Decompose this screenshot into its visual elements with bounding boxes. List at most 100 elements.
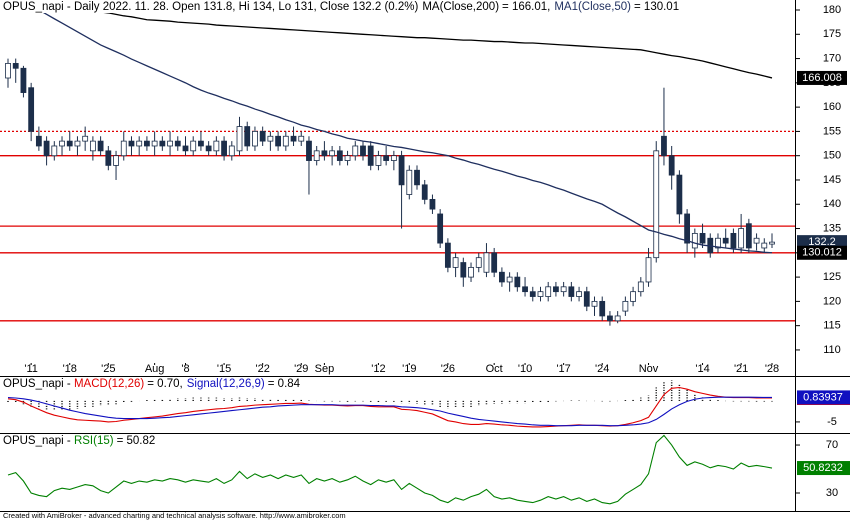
candle-body [66, 140, 73, 147]
legend-value: = 50.82 [117, 435, 156, 447]
x-tick-label: '19 [402, 363, 416, 375]
candle-body [722, 237, 729, 244]
moving-average-line [21, 0, 773, 254]
y-tick-label: 170 [823, 52, 841, 64]
candle-body [452, 257, 459, 268]
candle-body [676, 174, 683, 215]
legend-value: = 0.70, [147, 378, 183, 390]
candle-body [591, 300, 598, 307]
candle-body [267, 135, 274, 142]
price-label: 130.012 [802, 247, 842, 259]
candle-body [51, 145, 58, 157]
legend-value: = 166.01, [502, 1, 550, 13]
x-tick-label: '29 [294, 363, 308, 375]
candle-body [59, 140, 65, 147]
candle-body [560, 286, 567, 293]
candle-body [390, 155, 397, 161]
candle-body [444, 242, 451, 268]
candle-body [761, 242, 768, 249]
panel-header: OPUS_napi - MACD(12,26) = 0.70, Signal(12,… [3, 378, 301, 390]
x-tick-label: '22 [255, 363, 269, 375]
legend-name: RSI(15) [74, 435, 114, 447]
y-tick-label: -5 [827, 416, 837, 428]
candle-body [614, 315, 621, 322]
y-tick-label: 140 [823, 198, 841, 210]
x-tick-label: Nov [639, 363, 659, 375]
candle-body [398, 155, 405, 186]
candle-body [236, 126, 243, 152]
candle-body [282, 135, 289, 147]
candle-body [522, 286, 528, 293]
candle-body [421, 184, 428, 200]
candle-body [475, 257, 482, 268]
candle-body [406, 169, 413, 195]
y-tick-label: 135 [823, 222, 841, 234]
panel-header: OPUS_napi - Daily 2022. 11. 28. Open 131… [3, 1, 679, 13]
candle-body [35, 135, 42, 147]
candle-body [43, 140, 50, 157]
candle-body [298, 135, 305, 142]
x-tick-label: '17 [556, 363, 570, 375]
legend-value: = 130.01 [634, 1, 679, 13]
y-tick-label: 160 [823, 101, 841, 113]
header-background [0, 0, 683, 13]
y-tick-label: 70 [826, 439, 838, 451]
candle-body [730, 232, 737, 249]
candle-body [144, 140, 150, 147]
price-label-box [797, 235, 847, 250]
candle-body [97, 140, 104, 152]
candle-body [498, 271, 505, 283]
candle-body [661, 135, 667, 157]
candle-body [414, 169, 420, 186]
price-label: 166.008 [802, 72, 842, 84]
candle-body [383, 155, 390, 161]
y-tick-label: 125 [823, 271, 841, 283]
candle-body [221, 140, 227, 157]
candle-body [336, 150, 343, 161]
candle-body [483, 252, 490, 273]
candle-body [205, 145, 212, 152]
plot-area [0, 0, 795, 326]
x-tick-label: Sep [315, 363, 335, 375]
candle-body [82, 135, 89, 142]
legend-name: MACD(12,26) [74, 378, 144, 390]
header-title: OPUS_napi - [3, 378, 74, 390]
candle-body [537, 291, 544, 297]
x-tick-label: '28 [765, 363, 779, 375]
candle-body [491, 252, 498, 273]
price-label-box [797, 245, 847, 260]
candle-body [252, 131, 258, 147]
candle-body [244, 126, 251, 147]
candle-body [468, 266, 474, 278]
candle-body [352, 145, 359, 157]
candle-body [583, 291, 590, 307]
candle-body [182, 145, 189, 152]
candle-body [12, 63, 19, 69]
y-tick-label: 150 [823, 150, 841, 162]
candle-body [715, 237, 721, 249]
indicator-line [7, 434, 773, 505]
x-tick-label: Aug [145, 363, 165, 375]
header-background [0, 434, 159, 447]
legend-name: Signal(12,26,9) [187, 378, 265, 390]
price-label: 132.2 [808, 236, 836, 248]
x-tick-label: '25 [101, 363, 115, 375]
y-tick-label: 155 [823, 125, 841, 137]
last-value-box [797, 461, 850, 476]
candle-body [190, 140, 197, 152]
candle-body [699, 232, 706, 244]
candle-body [429, 198, 436, 210]
y-tick-label: 110 [823, 344, 841, 356]
y-tick-label: 180 [823, 4, 841, 16]
candle-body [506, 276, 513, 283]
candle-body [437, 213, 444, 244]
candle-body [228, 145, 235, 157]
x-tick-label: '8 [181, 363, 189, 375]
candle-body [375, 155, 382, 166]
x-tick-label: '18 [63, 363, 77, 375]
candle-body [360, 145, 366, 157]
x-tick-label: '21 [734, 363, 748, 375]
x-tick-label: '10 [518, 363, 532, 375]
candle-body [120, 140, 127, 157]
